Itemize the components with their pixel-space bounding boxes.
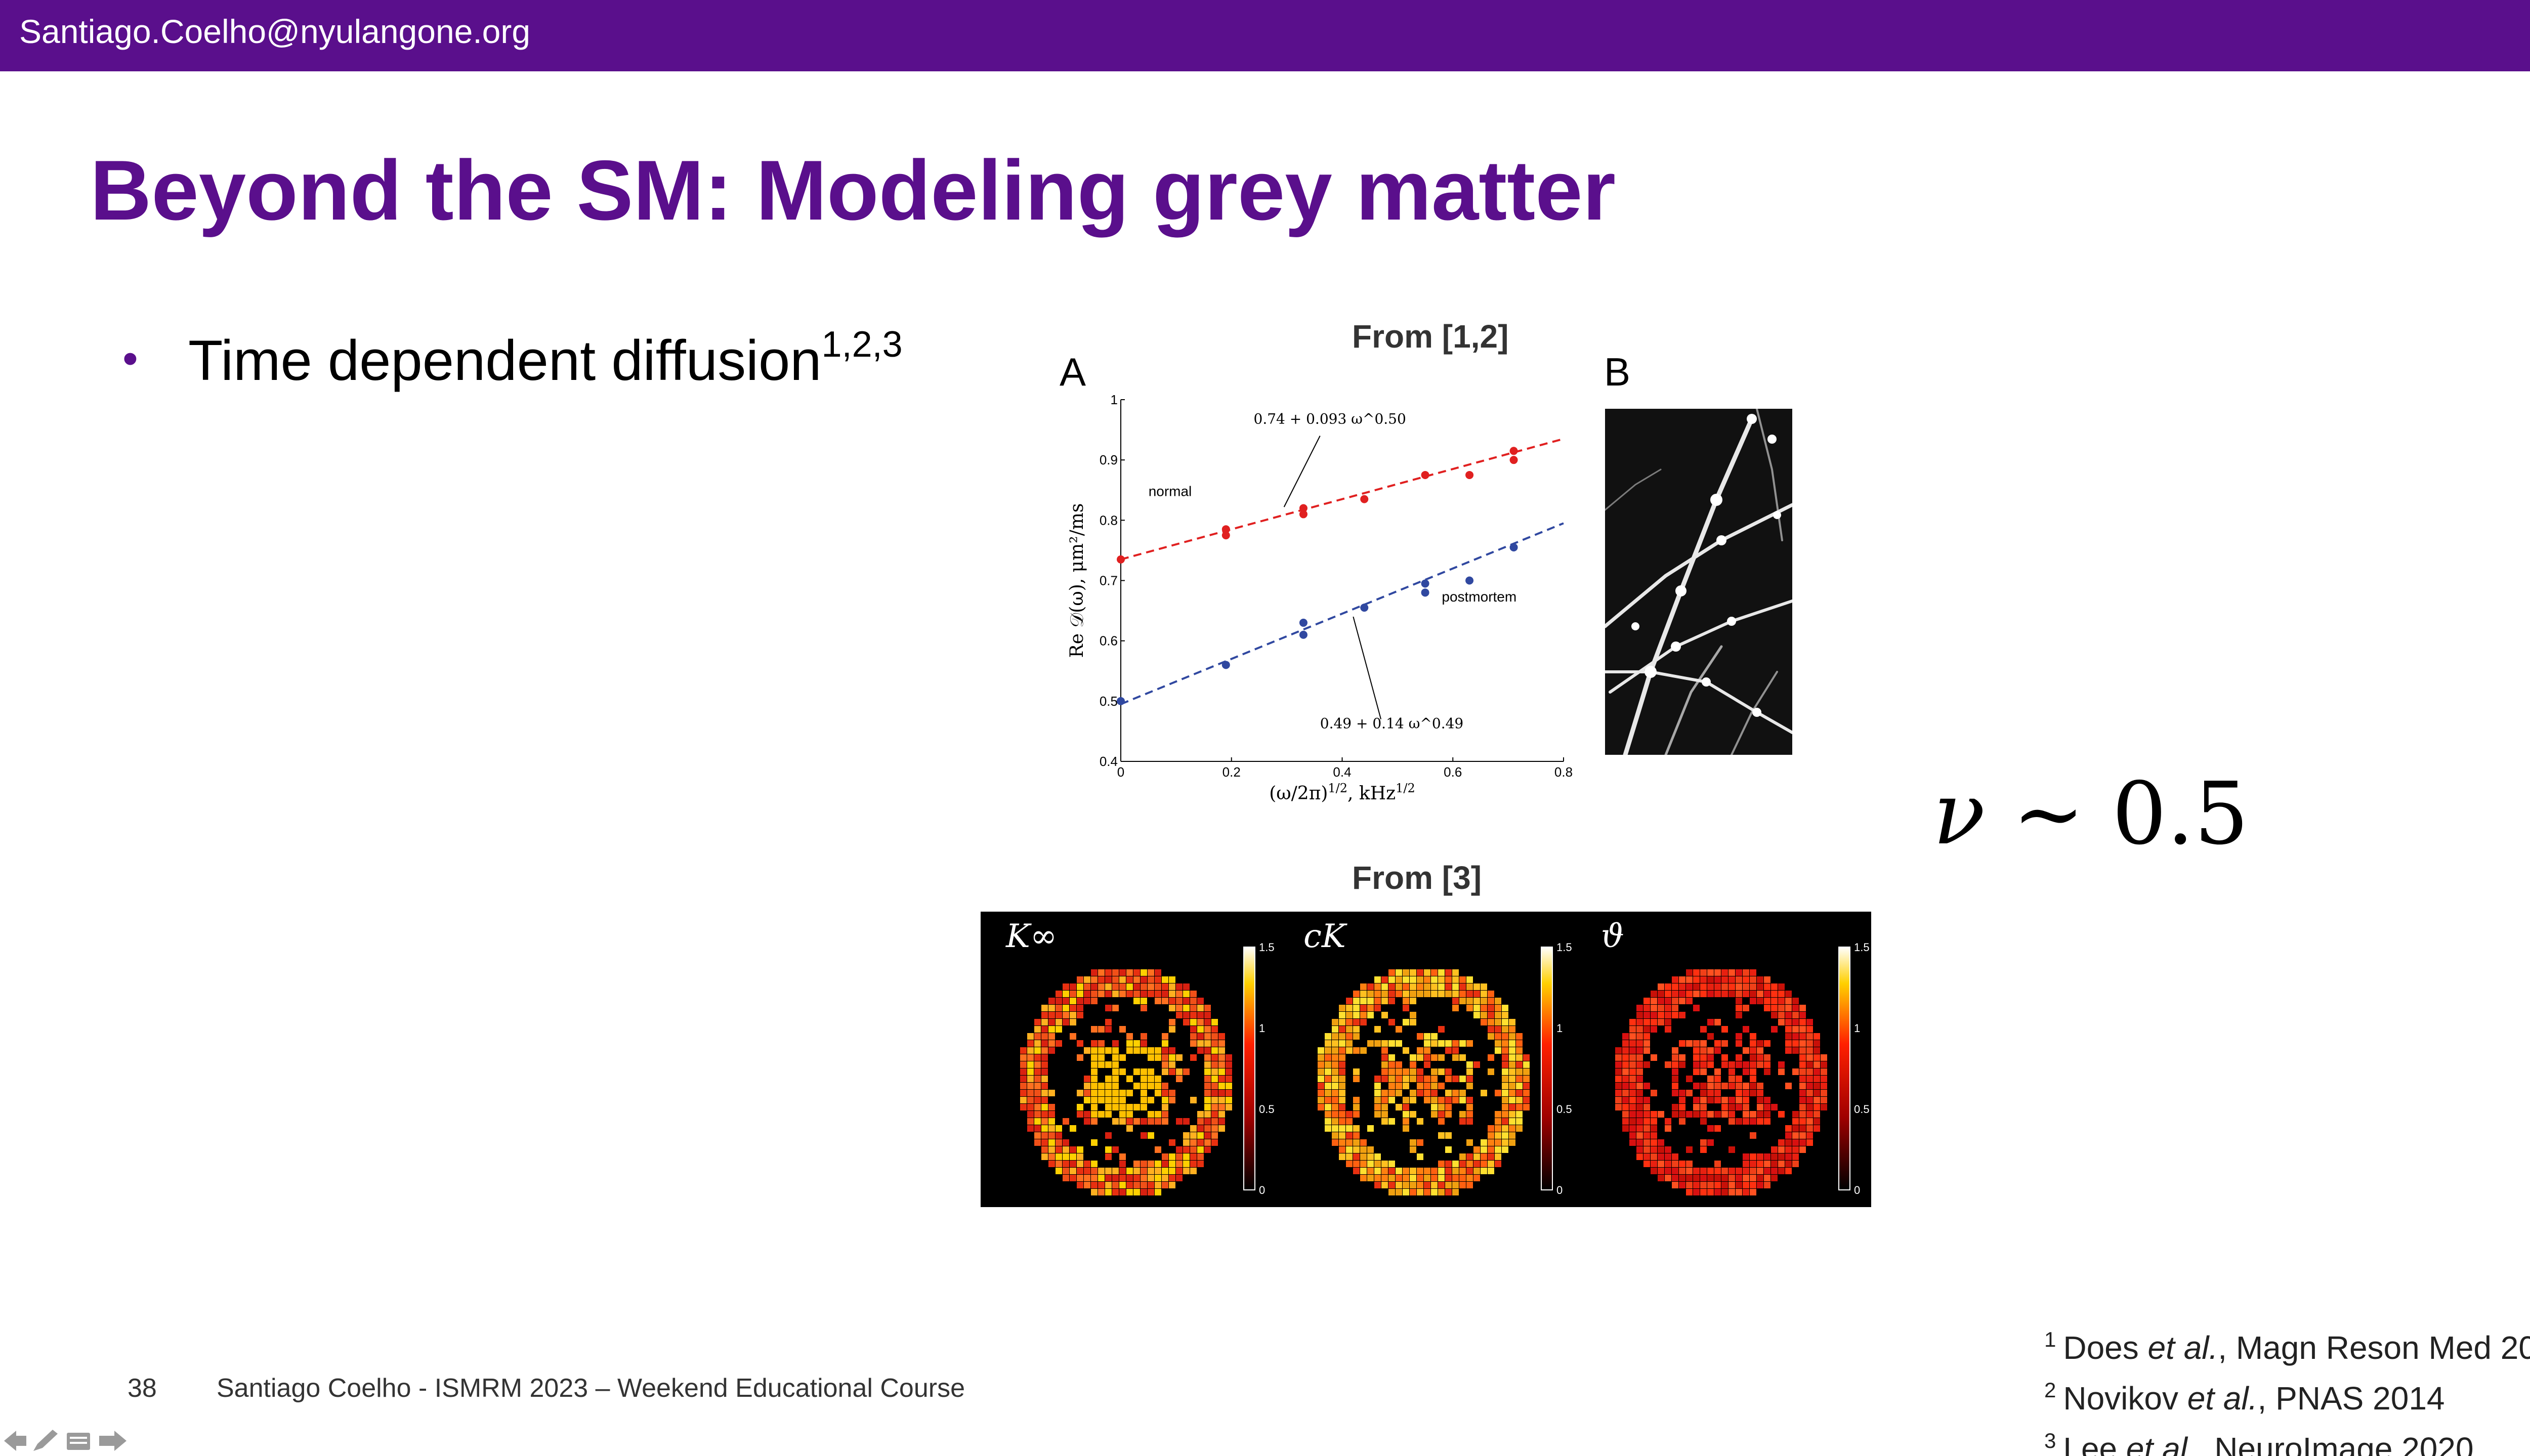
data-point-normal — [1421, 470, 1429, 479]
colorbar-tick-label: 1 — [1259, 1022, 1265, 1035]
data-point-postmortem — [1421, 588, 1429, 597]
data-point-postmortem — [1360, 604, 1369, 612]
bullet-citation: 1,2,3 — [821, 324, 903, 365]
nu-formula: ν ∼ 0.5 — [1933, 764, 2249, 864]
y-tick-label: 0.4 — [1100, 754, 1118, 769]
author-email: Santiago.Coelho@nyulangone.org — [19, 13, 531, 50]
data-point-normal — [1465, 470, 1474, 479]
data-point-postmortem — [1465, 576, 1474, 585]
data-point-postmortem — [1509, 543, 1518, 551]
slide-nav-toolbar — [4, 1430, 126, 1451]
reference-item: 3 Lee et al., NeuroImage 2020 — [2044, 1429, 2474, 1456]
data-point-normal — [1221, 531, 1230, 540]
bullet-text: Time dependent diffusion1,2,3 — [188, 324, 903, 393]
colorbar — [1243, 947, 1255, 1190]
fit-line-normal — [1120, 438, 1564, 561]
data-point-normal — [1509, 447, 1518, 455]
colorbar-tick-label: 1 — [1854, 1022, 1860, 1035]
brain-map-3: ϑ 1.5 1 0.5 0 — [1601, 918, 1870, 1196]
data-point-postmortem — [1421, 579, 1429, 588]
series-label-normal: normal — [1149, 484, 1192, 499]
data-point-postmortem — [1221, 661, 1230, 669]
colorbar-tick-label: 0 — [1854, 1184, 1860, 1196]
brain-map-label: ϑ — [1601, 918, 1624, 955]
data-point-normal — [1509, 456, 1518, 464]
colorbar-tick-label: 1.5 — [1259, 941, 1275, 954]
annotation-arrow — [1283, 436, 1321, 507]
diffusion-plot: 0 0.2 0.4 0.6 0.8 0.4 0.5 0.6 0.7 0.8 0.9 1 (ω/2π)1/… — [1052, 384, 1579, 830]
reference-item: 2 Novikov et al., PNAS 2014 — [2044, 1378, 2445, 1417]
bullet-dot-icon: • — [122, 333, 138, 383]
series-label-postmortem: postmortem — [1442, 589, 1516, 605]
data-point-normal — [1299, 504, 1308, 512]
colorbar-tick-label: 0 — [1259, 1184, 1265, 1196]
footer-text: Santiago Coelho - ISMRM 2023 – Weekend E… — [217, 1374, 965, 1403]
page-number: 38 — [128, 1374, 157, 1403]
x-tick-label: 0.6 — [1444, 764, 1462, 780]
microscopy-image — [1605, 409, 1792, 755]
colorbar-tick-label: 1 — [1556, 1022, 1563, 1035]
y-tick-label: 0.7 — [1100, 573, 1118, 588]
colorbar-tick-label: 0 — [1556, 1184, 1563, 1196]
brain-map-2: cK 1.5 1 0.5 0 — [1303, 918, 1572, 1196]
colorbar-tick-label: 1.5 — [1556, 941, 1572, 954]
tilde-symbol: ∼ — [2012, 764, 2085, 864]
annotation-arrow — [1353, 616, 1382, 719]
panel-label-a: A — [1060, 350, 1086, 394]
prev-arrow-icon[interactable] — [4, 1431, 26, 1451]
colorbar-tick-label: 0.5 — [1556, 1103, 1572, 1116]
colorbar-tick-label: 0.5 — [1259, 1103, 1275, 1116]
panel-label-b: B — [1604, 350, 1631, 394]
microscopy-neurites-image — [1605, 409, 1792, 755]
brain-maps-svg: K∞ 1.5 1 0.5 0 cK 1.5 1 0.5 0 ϑ 1.5 1 0.5 0 — [1005, 918, 1870, 1196]
y-axis-label: Re 𝒟(ω), μm²/ms — [1067, 503, 1087, 658]
brain-map-label: cK — [1303, 918, 1347, 955]
brain-map-label: K∞ — [1005, 918, 1057, 955]
colorbar-tick-label: 0.5 — [1854, 1103, 1870, 1116]
data-point-normal — [1299, 510, 1308, 519]
next-arrow-icon[interactable] — [99, 1431, 126, 1451]
brain-map-1: K∞ 1.5 1 0.5 0 — [1005, 918, 1275, 1196]
colorbar — [1838, 947, 1850, 1190]
nu-value: 0.5 — [2112, 764, 2249, 864]
caption-bottom: From [3] — [1352, 860, 1482, 896]
y-tick-label: 0.9 — [1100, 452, 1118, 467]
nu-symbol: ν — [1933, 764, 1986, 864]
x-tick-label: 0 — [1117, 764, 1124, 780]
pen-icon[interactable] — [33, 1430, 58, 1451]
fit-line-postmortem — [1120, 522, 1564, 705]
x-axis-label: (ω/2π)1/2, kHz1/2 — [1269, 781, 1415, 804]
colorbar — [1541, 947, 1553, 1190]
slides-menu-icon[interactable] — [67, 1433, 90, 1450]
y-tick-label: 0.8 — [1100, 512, 1118, 528]
header-bar: Santiago.Coelho@nyulangone.org — [0, 0, 2530, 71]
data-point-normal — [1221, 525, 1230, 534]
bullet-label: Time dependent diffusion — [188, 329, 822, 392]
fit-annotation-normal: 0.74 + 0.093 ω^0.50 — [1254, 411, 1406, 427]
caption-top: From [1,2] — [1352, 318, 1509, 355]
slide-title: Beyond the SM: Modeling grey matter — [90, 143, 1616, 238]
x-tick-label: 0.2 — [1222, 764, 1241, 780]
data-point-normal — [1360, 495, 1369, 503]
fit-annotation-postmortem: 0.49 + 0.14 ω^0.49 — [1320, 715, 1464, 732]
data-point-normal — [1117, 555, 1125, 564]
x-tick-label: 0.8 — [1554, 764, 1573, 780]
brain-maps-panel: K∞ 1.5 1 0.5 0 cK 1.5 1 0.5 0 ϑ 1.5 1 0.5 0 — [981, 912, 1871, 1207]
y-tick-label: 0.6 — [1100, 633, 1118, 649]
data-point-postmortem — [1299, 630, 1308, 639]
diffusion-plot-svg: 0 0.2 0.4 0.6 0.8 0.4 0.5 0.6 0.7 0.8 0.9 1 (ω/2π)1/… — [1067, 392, 1573, 804]
x-tick-label: 0.4 — [1333, 764, 1351, 780]
y-tick-label: 1 — [1111, 392, 1118, 407]
colorbar-tick-label: 1.5 — [1854, 941, 1870, 954]
y-tick-label: 0.5 — [1100, 694, 1118, 709]
data-point-postmortem — [1299, 618, 1308, 627]
data-point-postmortem — [1117, 697, 1125, 705]
